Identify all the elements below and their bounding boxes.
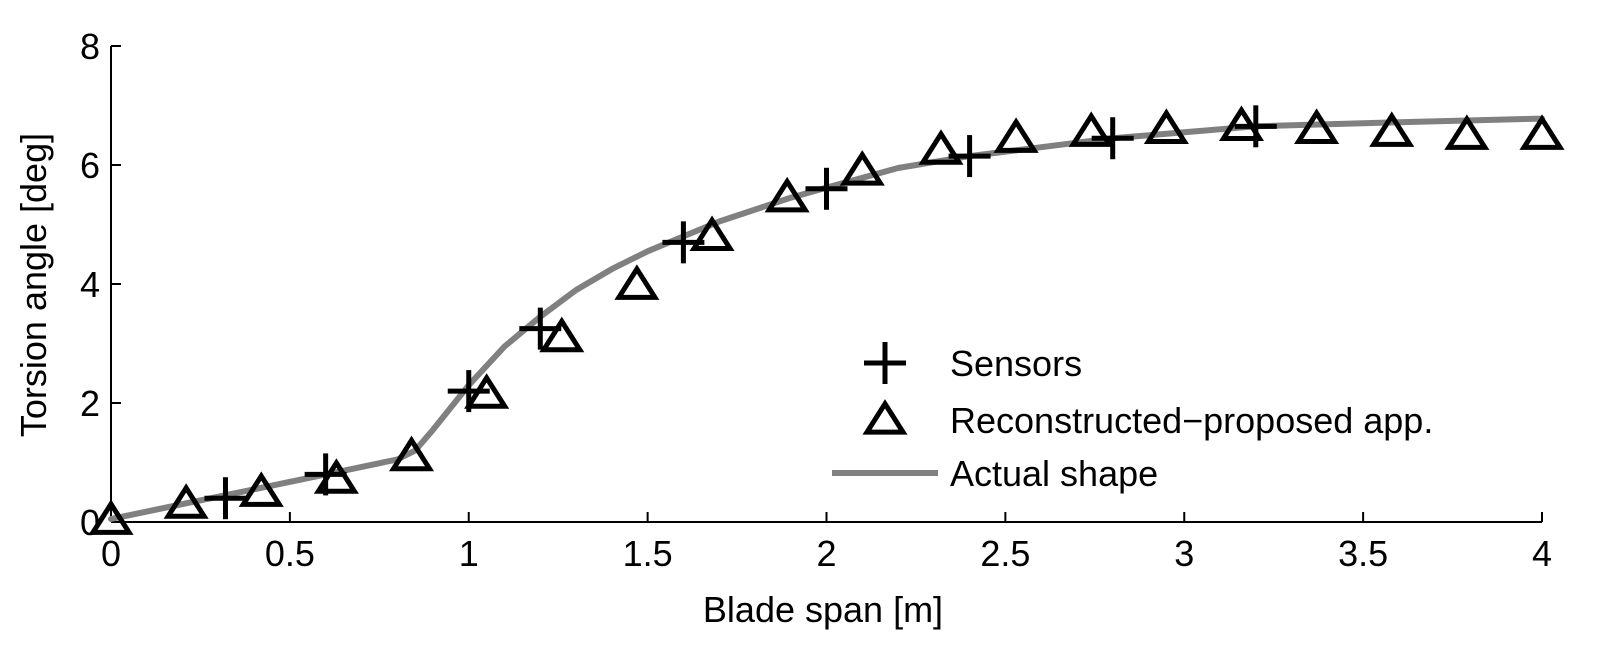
reconstructed-point (764, 176, 810, 213)
legend-label: Reconstructed−proposed app. (950, 400, 1433, 441)
reconstructed-point (313, 458, 359, 494)
y-tick-label: 8 (80, 26, 100, 67)
x-tick-label: 3.5 (1338, 533, 1388, 574)
reconstructed-point (1143, 108, 1189, 144)
legend-label: Sensors (950, 343, 1082, 384)
x-tick-label: 2 (816, 533, 836, 574)
reconstructed-point (1444, 114, 1490, 150)
x-tick-label: 0 (101, 533, 121, 574)
x-tick-label: 2.5 (980, 533, 1030, 574)
reconstructed-point (88, 499, 134, 535)
x-tick-label: 1.5 (623, 533, 673, 574)
reconstructed-point (1519, 114, 1565, 150)
reconstructed-point (163, 483, 209, 519)
legend-label: Actual shape (950, 453, 1158, 494)
reconstructed-point (614, 264, 660, 300)
reconstructed-point (689, 215, 735, 252)
y-tick-label: 4 (80, 264, 100, 305)
reconstructed-point (464, 373, 510, 409)
x-axis-label: Blade span [m] (703, 589, 943, 630)
reconstructed-point (839, 150, 885, 186)
y-axis-label: Torsion angle [deg] (13, 133, 54, 437)
x-tick-label: 4 (1532, 533, 1552, 574)
sensor-point (1091, 117, 1134, 160)
legend-reconstructed-symbol (862, 399, 908, 435)
reconstructed-point (993, 117, 1039, 153)
reconstructed-point (388, 435, 435, 472)
sensor-point (304, 453, 347, 496)
reconstructed-point (539, 316, 585, 353)
sensor-point (805, 167, 848, 210)
y-tick-label: 6 (80, 145, 100, 186)
x-tick-label: 0.5 (265, 533, 315, 574)
reconstructed-point (238, 471, 284, 507)
reconstructed-point (1068, 111, 1114, 147)
legend-sensor-symbol (864, 342, 906, 384)
x-tick-label: 1 (459, 533, 479, 574)
reconstructed-point (1294, 108, 1340, 144)
chart-marks (88, 105, 1565, 535)
sensor-point (204, 477, 247, 520)
reconstructed-point (918, 129, 964, 165)
x-tick-label: 3 (1174, 533, 1194, 574)
legend: Sensors Reconstructed−proposed app. Actual… (832, 342, 1433, 494)
reconstructed-point (1218, 105, 1265, 141)
reconstructed-point (1369, 111, 1415, 147)
y-tick-label: 2 (80, 383, 100, 424)
